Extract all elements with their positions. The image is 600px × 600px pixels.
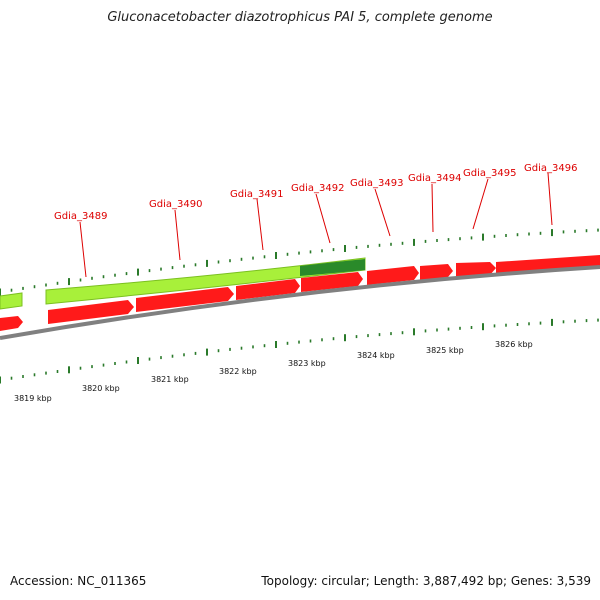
scale-label-3822: 3822 kbp [219,367,257,376]
gene-labels: Gdia_3489 Gdia_3490 Gdia_3491 Gdia_3492 … [54,163,577,222]
gene-label-3492[interactable]: Gdia_3492 [291,183,344,194]
scale-label-3819: 3819 kbp [14,394,52,403]
genome-title: Gluconacetobacter diazotrophicus PAI 5, … [107,10,493,25]
gene-label-3495[interactable]: Gdia_3495 [463,168,516,179]
genome-backbone [0,265,600,340]
accession-text: Accession: NC_011365 [10,574,147,588]
reverse-gene-3490 [136,287,234,312]
gene-label-3490[interactable]: Gdia_3490 [149,199,202,210]
reverse-gene-3493 [367,266,419,285]
scale-label-3823: 3823 kbp [288,359,326,368]
forward-feature-left [0,292,23,310]
scale-label-3824: 3824 kbp [357,351,395,360]
gene-label-3496[interactable]: Gdia_3496 [524,163,577,174]
leader-gdia-3496 [547,172,553,226]
leader-gdia-3492 [315,193,331,244]
leader-gdia-3489 [79,221,87,278]
scale-label-3820: 3820 kbp [82,384,120,393]
outer-tick-ring [0,228,599,296]
reverse-gene-track [0,255,600,331]
gene-label-3494[interactable]: Gdia_3494 [408,173,461,184]
forward-feature-track [0,257,366,310]
reverse-gene-3491 [236,279,300,300]
leader-gdia-3494 [431,183,434,233]
reverse-gene-3495 [456,262,496,277]
scale-label-3826: 3826 kbp [495,340,533,349]
inner-tick-ring [0,318,599,384]
scale-labels: 3819 kbp 3820 kbp 3821 kbp 3822 kbp 3823… [14,340,533,403]
scale-label-3821: 3821 kbp [151,375,189,384]
gene-label-3489[interactable]: Gdia_3489 [54,211,107,222]
reverse-gene-3494 [420,264,453,280]
leader-gdia-3495 [472,178,489,230]
reverse-gene-3489 [48,300,134,324]
scale-label-3825: 3825 kbp [426,346,464,355]
leader-gdia-3490 [174,209,181,261]
gene-label-3491[interactable]: Gdia_3491 [230,189,283,200]
reverse-gene-left [0,316,23,331]
leader-gdia-3493 [374,188,391,237]
forward-feature-dark-segment [300,259,365,276]
reverse-gene-3496 [496,255,600,275]
genome-summary-text: Topology: circular; Length: 3,887,492 bp… [261,574,591,588]
gene-label-3493[interactable]: Gdia_3493 [350,178,403,189]
leader-gdia-3491 [256,198,264,251]
gene-label-leaders [79,172,553,278]
